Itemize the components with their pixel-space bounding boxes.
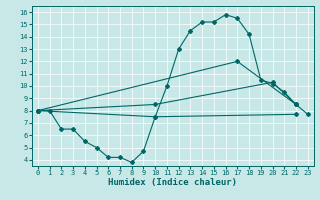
X-axis label: Humidex (Indice chaleur): Humidex (Indice chaleur) (108, 178, 237, 187)
